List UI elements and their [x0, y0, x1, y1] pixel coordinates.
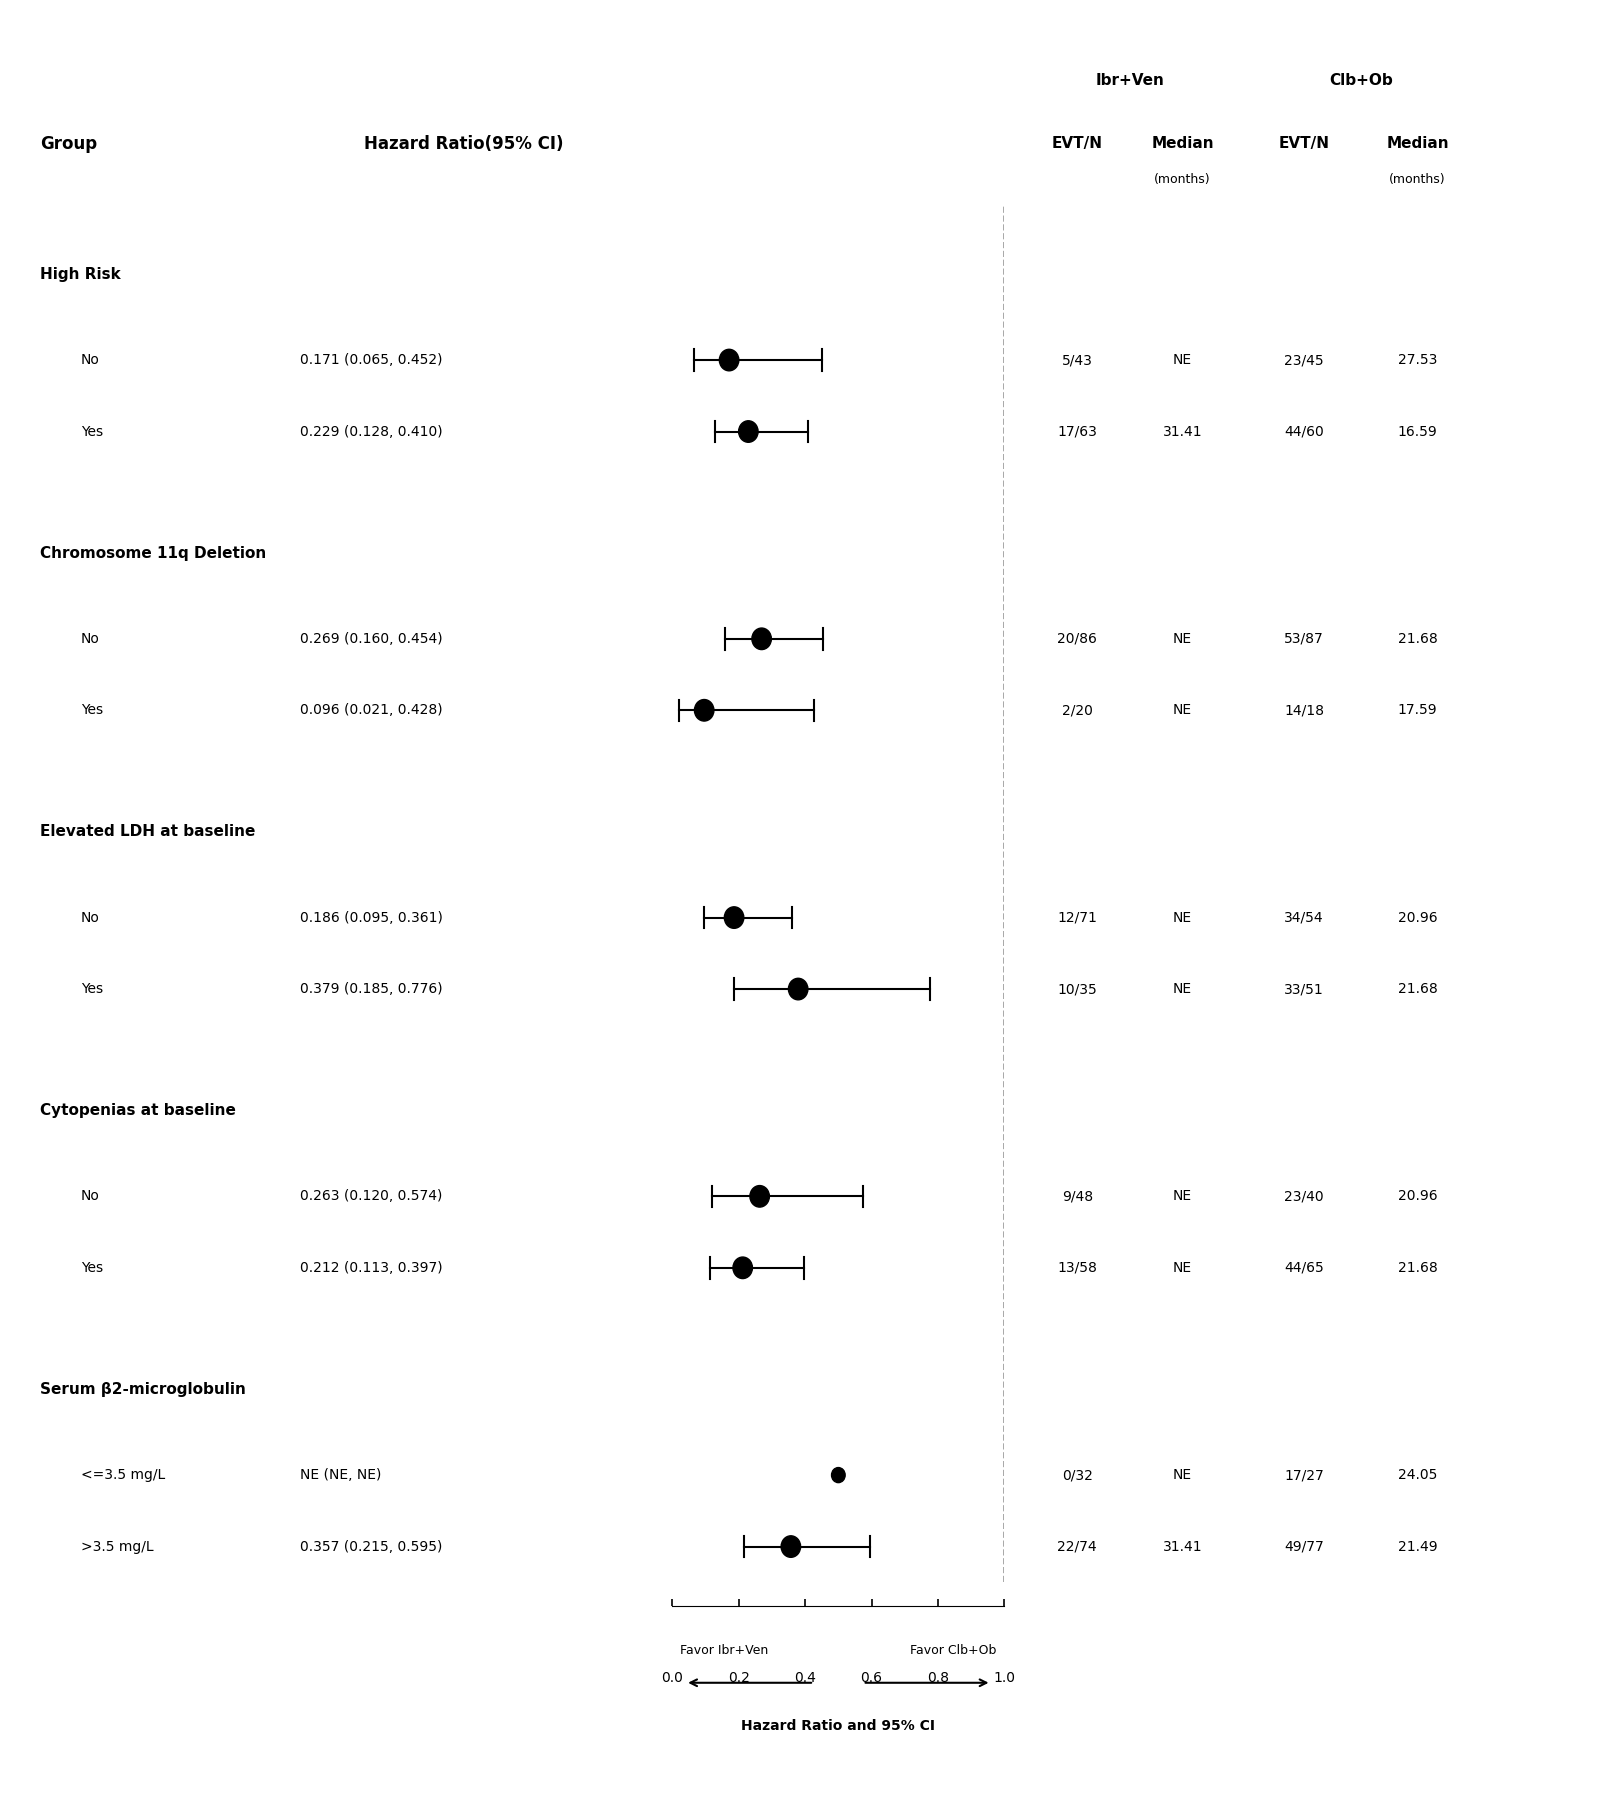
Text: 53/87: 53/87	[1285, 631, 1324, 646]
Text: 23/40: 23/40	[1285, 1189, 1324, 1204]
Text: No: No	[81, 911, 100, 924]
Text: 0.212 (0.113, 0.397): 0.212 (0.113, 0.397)	[300, 1261, 442, 1276]
Text: 17/27: 17/27	[1285, 1467, 1324, 1482]
Text: Yes: Yes	[81, 1261, 104, 1276]
Text: 17/63: 17/63	[1058, 425, 1097, 438]
Text: 21.68: 21.68	[1398, 981, 1437, 996]
Text: EVT/N: EVT/N	[1051, 136, 1103, 151]
Text: 0.263 (0.120, 0.574): 0.263 (0.120, 0.574)	[300, 1189, 442, 1204]
Text: 0.096 (0.021, 0.428): 0.096 (0.021, 0.428)	[300, 703, 442, 718]
Text: 24.05: 24.05	[1398, 1467, 1437, 1482]
Text: 0.269 (0.160, 0.454): 0.269 (0.160, 0.454)	[300, 631, 442, 646]
Text: NE: NE	[1173, 981, 1192, 996]
Text: Median: Median	[1152, 136, 1213, 151]
Text: 33/51: 33/51	[1285, 981, 1324, 996]
Text: >3.5 mg/L: >3.5 mg/L	[81, 1539, 154, 1554]
Text: (months): (months)	[1390, 172, 1445, 187]
Text: Yes: Yes	[81, 981, 104, 996]
Text: 17.59: 17.59	[1398, 703, 1437, 718]
Text: High Risk: High Risk	[40, 267, 122, 282]
Text: 44/65: 44/65	[1285, 1261, 1324, 1276]
Text: 2/20: 2/20	[1061, 703, 1094, 718]
Text: No: No	[81, 631, 100, 646]
Text: 23/45: 23/45	[1285, 353, 1324, 368]
Text: 31.41: 31.41	[1163, 1539, 1202, 1554]
Text: NE (NE, NE): NE (NE, NE)	[300, 1467, 381, 1482]
Text: Yes: Yes	[81, 703, 104, 718]
Text: 0.357 (0.215, 0.595): 0.357 (0.215, 0.595)	[300, 1539, 442, 1554]
Text: 27.53: 27.53	[1398, 353, 1437, 368]
Text: NE: NE	[1173, 631, 1192, 646]
Text: 34/54: 34/54	[1285, 911, 1324, 924]
Text: Elevated LDH at baseline: Elevated LDH at baseline	[40, 823, 256, 840]
Text: Chromosome 11q Deletion: Chromosome 11q Deletion	[40, 545, 267, 560]
Text: 0.186 (0.095, 0.361): 0.186 (0.095, 0.361)	[300, 911, 442, 924]
Text: 21.68: 21.68	[1398, 631, 1437, 646]
Text: Favor Ibr+Ven: Favor Ibr+Ven	[680, 1643, 768, 1658]
Text: 13/58: 13/58	[1058, 1261, 1097, 1276]
Text: 44/60: 44/60	[1285, 425, 1324, 438]
Text: Yes: Yes	[81, 425, 104, 438]
Text: 0/32: 0/32	[1061, 1467, 1094, 1482]
Text: (months): (months)	[1155, 172, 1210, 187]
Text: 21.68: 21.68	[1398, 1261, 1437, 1276]
Text: 16.59: 16.59	[1398, 425, 1437, 438]
Text: 0.171 (0.065, 0.452): 0.171 (0.065, 0.452)	[300, 353, 442, 368]
Text: 31.41: 31.41	[1163, 425, 1202, 438]
Text: Serum β2-microglobulin: Serum β2-microglobulin	[40, 1381, 246, 1398]
Text: Favor Clb+Ob: Favor Clb+Ob	[910, 1643, 996, 1658]
Text: NE: NE	[1173, 703, 1192, 718]
Text: No: No	[81, 1189, 100, 1204]
Text: NE: NE	[1173, 1189, 1192, 1204]
Text: NE: NE	[1173, 353, 1192, 368]
Text: 20.96: 20.96	[1398, 911, 1437, 924]
Text: 49/77: 49/77	[1285, 1539, 1324, 1554]
Text: 12/71: 12/71	[1058, 911, 1097, 924]
Text: 14/18: 14/18	[1285, 703, 1324, 718]
Text: No: No	[81, 353, 100, 368]
Text: Median: Median	[1387, 136, 1448, 151]
Text: NE: NE	[1173, 911, 1192, 924]
Text: Hazard Ratio and 95% CI: Hazard Ratio and 95% CI	[742, 1719, 935, 1733]
Text: 20/86: 20/86	[1058, 631, 1097, 646]
Text: 10/35: 10/35	[1058, 981, 1097, 996]
Text: 22/74: 22/74	[1058, 1539, 1097, 1554]
Text: EVT/N: EVT/N	[1278, 136, 1330, 151]
Text: <=3.5 mg/L: <=3.5 mg/L	[81, 1467, 165, 1482]
Text: NE: NE	[1173, 1261, 1192, 1276]
Text: 5/43: 5/43	[1061, 353, 1094, 368]
Text: Group: Group	[40, 135, 97, 152]
Text: Hazard Ratio(95% CI): Hazard Ratio(95% CI)	[364, 135, 564, 152]
Text: 21.49: 21.49	[1398, 1539, 1437, 1554]
Text: 0.379 (0.185, 0.776): 0.379 (0.185, 0.776)	[300, 981, 442, 996]
Text: Cytopenias at baseline: Cytopenias at baseline	[40, 1103, 237, 1118]
Text: Ibr+Ven: Ibr+Ven	[1095, 74, 1165, 88]
Text: Clb+Ob: Clb+Ob	[1328, 74, 1393, 88]
Text: 20.96: 20.96	[1398, 1189, 1437, 1204]
Text: 9/48: 9/48	[1061, 1189, 1094, 1204]
Text: NE: NE	[1173, 1467, 1192, 1482]
Text: 0.229 (0.128, 0.410): 0.229 (0.128, 0.410)	[300, 425, 442, 438]
